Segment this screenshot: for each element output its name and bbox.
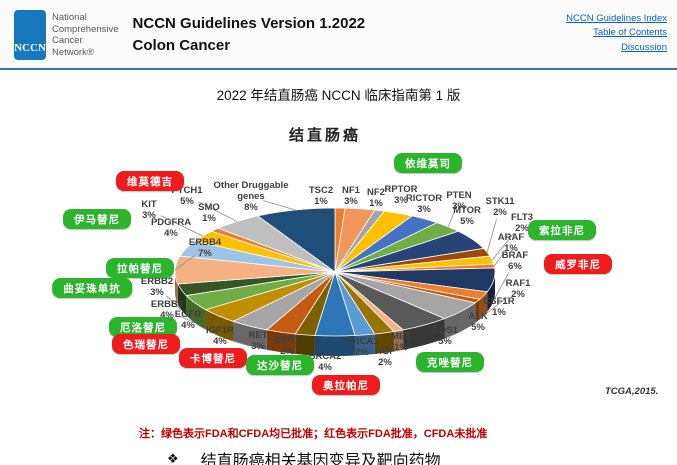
gene-label: ALK 5% xyxy=(468,310,488,333)
cancer-type-title: Colon Cancer xyxy=(132,36,231,54)
nccn-logo: NCCN xyxy=(14,10,46,60)
pie-slice-wall xyxy=(479,291,488,320)
chart-source-citation: TCGA,2015. xyxy=(605,386,659,397)
gene-label: IGF1R 4% xyxy=(206,324,234,347)
link-discussion[interactable]: Discussion xyxy=(621,41,667,53)
gene-label: KIT 3% xyxy=(141,198,157,221)
drug-pill: 拉帕替尼 xyxy=(106,258,174,278)
guidelines-version-title: NCCN Guidelines Version 1.2022 xyxy=(132,15,366,32)
gene-label: SMO 1% xyxy=(198,201,220,224)
pie-slice-wall xyxy=(186,295,206,330)
gene-label: MET 1% xyxy=(390,330,412,353)
gene-label: NF2 1% xyxy=(367,186,385,209)
leader-line xyxy=(486,219,497,253)
pie-slice-wall xyxy=(403,318,445,350)
pie-chart-region: 结直肠癌 TCGA,2015. TSC2 1% NF1 3% NF2 1% RPTOR 3% R… xyxy=(0,112,677,412)
caption-text: 结直肠癌相关基因变异及靶向药物 xyxy=(200,453,441,465)
leader-line xyxy=(178,315,195,324)
pie-slice-wall xyxy=(444,302,476,339)
slide-caption: ❖ 结直肠癌相关基因变异及靶向药物 xyxy=(167,447,677,465)
gene-label: HGF 2% xyxy=(374,345,396,368)
chart-title: 结直肠癌 xyxy=(288,127,362,144)
drug-pill: 依维莫司 xyxy=(394,153,462,173)
leader-line xyxy=(166,295,182,311)
drug-pill: 色瑞替尼 xyxy=(112,334,180,354)
pie-slice-wall xyxy=(314,335,356,356)
gene-label: RAF1 2% xyxy=(505,277,531,300)
org-name: National Comprehensive Cancer Network® xyxy=(52,10,119,58)
drug-pill: 伊马替尼 xyxy=(63,209,131,229)
drug-pill: 奥拉帕尼 xyxy=(312,375,380,395)
gene-label: CSF1R 1% xyxy=(483,295,515,318)
pie-slice-wall xyxy=(205,309,234,342)
pie-slice-wall xyxy=(374,331,394,354)
gene-label: BRCA1 2% xyxy=(345,335,379,358)
gene-label: ERBB3 4% xyxy=(150,298,184,321)
leader-line xyxy=(447,212,455,227)
pie-slice-wall xyxy=(393,329,404,352)
header-links: NCCN Guidelines Index Table of Contents … xyxy=(566,10,667,55)
org-line: Comprehensive xyxy=(52,23,119,35)
gene-label: STK11 2% xyxy=(485,195,515,218)
leader-line xyxy=(232,339,250,347)
leader-line xyxy=(198,201,238,222)
gene-label: PTCH1 5% xyxy=(171,184,203,207)
gene-label: Other Druggable genes 8% xyxy=(213,180,289,214)
org-line: Cancer xyxy=(52,35,83,47)
nccn-logo-text: NCCN xyxy=(14,42,46,54)
pie-slice-wall xyxy=(175,272,178,304)
pie-slice-wall xyxy=(295,333,315,356)
pie-slice-wall xyxy=(177,283,187,316)
gene-label: PTEN 3% xyxy=(446,189,472,212)
gene-label: ROS1 5% xyxy=(432,324,458,347)
drug-pill: 厄洛替尼 xyxy=(109,317,177,337)
gene-label: MTOR 5% xyxy=(453,204,481,227)
drug-pill: 克唑替尼 xyxy=(416,352,484,372)
gene-label: RICTOR 3% xyxy=(405,192,443,215)
gene-label: RET 3% xyxy=(248,329,268,352)
diamond-bullet-icon: ❖ xyxy=(167,451,179,465)
pie-slice-wall xyxy=(475,299,480,323)
leader-line xyxy=(483,296,508,316)
gene-label: FLT3 2% xyxy=(511,211,533,234)
gene-label: EGFR 4% xyxy=(174,308,202,331)
org-line: National xyxy=(52,12,87,23)
leader-line xyxy=(493,253,504,267)
leader-line xyxy=(263,200,296,211)
page-title: NCCN Guidelines Version 1.2022 Colon Can… xyxy=(133,10,366,57)
leader-line xyxy=(199,325,219,337)
leader-line xyxy=(160,215,203,237)
gene-label: NF1 3% xyxy=(342,184,360,207)
drug-pill: 威罗非尼 xyxy=(544,254,612,274)
gene-label: PDGFRA 4% xyxy=(150,216,192,239)
drug-pill: 索拉非尼 xyxy=(528,220,596,240)
chinese-subtitle: 2022 年结直肠癌 NCCN 临床指南第 1 版 xyxy=(216,88,461,103)
gene-label: TSC2 1% xyxy=(308,184,334,207)
drug-pill: 维莫德吉 xyxy=(116,171,184,191)
gene-label: BRAF 6% xyxy=(501,249,529,272)
leader-line xyxy=(174,255,195,271)
drug-pill: 卡博替尼 xyxy=(179,348,247,368)
gene-label: DDR2 2% xyxy=(274,334,300,357)
header: NCCN National Comprehensive Cancer Netwo… xyxy=(0,0,677,70)
gene-label: ERBB4 7% xyxy=(188,236,222,259)
leader-line xyxy=(491,232,515,261)
gene-label: BRCA2 4% xyxy=(308,350,342,373)
drug-pill: 曲妥珠单抗 xyxy=(52,278,132,298)
org-line: Network® xyxy=(52,46,94,58)
gene-label: ARAF 1% xyxy=(497,231,525,254)
link-table-of-contents[interactable]: Table of Contents xyxy=(593,27,667,39)
approval-color-note: 注：绿色表示FDA和CFDA均已批准；红色表示FDA批准，CFDA未批准 xyxy=(139,428,488,440)
pie-slice-wall xyxy=(355,333,375,356)
pie-slice-wall xyxy=(266,329,296,354)
gene-label: RPTOR 3% xyxy=(384,183,418,206)
link-guidelines-index[interactable]: NCCN Guidelines Index xyxy=(566,13,667,24)
gene-label: ERBB2 3% xyxy=(140,275,174,298)
pie-slice-wall xyxy=(487,272,495,312)
leader-line xyxy=(493,272,510,301)
drug-pill: 达沙替尼 xyxy=(246,355,314,375)
pie-chart-canvas xyxy=(160,200,515,356)
